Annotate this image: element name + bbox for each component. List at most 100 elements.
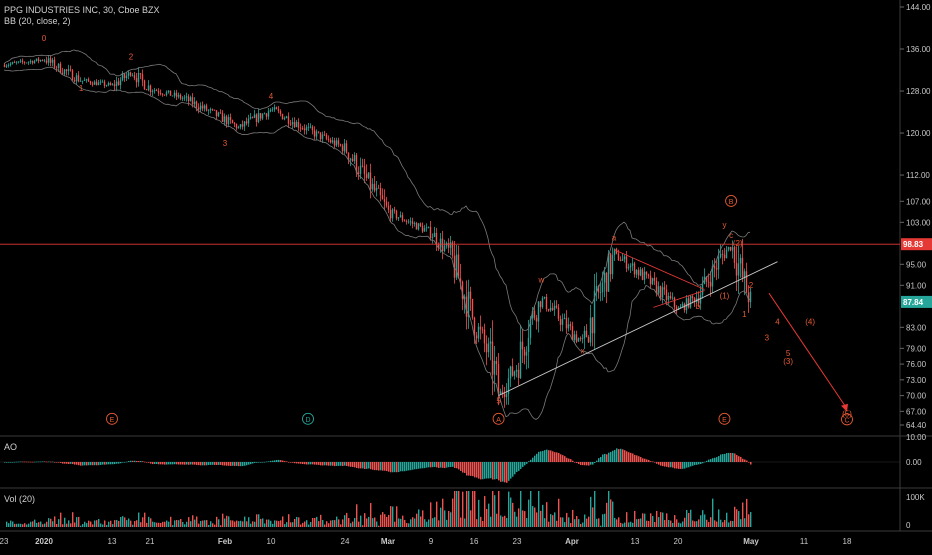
- circled-wave-label: C: [844, 417, 849, 424]
- ao-bar: [664, 462, 666, 467]
- volume-bar: [258, 514, 260, 527]
- ao-bar: [598, 458, 600, 462]
- ao-bar: [274, 460, 276, 462]
- volume-bar: [708, 521, 710, 527]
- candle-body: [581, 338, 584, 340]
- ao-bar: [466, 462, 468, 476]
- candle-body: [433, 232, 436, 238]
- candle-body: [725, 249, 728, 259]
- candle-body: [37, 58, 40, 62]
- candle-body: [619, 260, 622, 262]
- ao-bar: [504, 462, 506, 483]
- volume-bar: [196, 516, 198, 527]
- volume-bar: [410, 519, 412, 527]
- candle-body: [389, 209, 392, 219]
- candle-body: [379, 188, 382, 196]
- ao-bar: [580, 462, 582, 465]
- volume-bar: [706, 519, 708, 527]
- time-axis-label: 23: [513, 537, 522, 546]
- volume-bar: [76, 517, 78, 527]
- volume-bar: [632, 522, 634, 527]
- candle-body: [745, 271, 748, 293]
- ao-bar: [326, 462, 328, 466]
- candle-body: [155, 90, 158, 91]
- volume-bar: [558, 498, 560, 527]
- ao-bar: [74, 462, 76, 465]
- ao-bar: [728, 452, 730, 462]
- volume-bar: [28, 523, 30, 527]
- ao-bar: [118, 462, 120, 464]
- ao-bar: [506, 462, 508, 483]
- candle-body: [451, 242, 454, 256]
- volume-bar: [504, 515, 506, 527]
- wave-label: 3: [765, 333, 770, 342]
- candle-body: [233, 123, 236, 125]
- ao-bar: [470, 462, 472, 476]
- candle-body: [651, 277, 654, 285]
- volume-bar: [92, 524, 94, 527]
- ao-bar: [364, 462, 366, 469]
- volume-bar: [582, 522, 584, 527]
- volume-bar: [610, 499, 612, 527]
- candle-body: [449, 242, 452, 248]
- candle-body: [507, 378, 510, 395]
- ao-bar: [30, 461, 32, 463]
- volume-bar: [338, 519, 340, 527]
- volume-bar: [502, 516, 504, 527]
- volume-bar: [70, 523, 72, 527]
- volume-bar: [100, 523, 102, 527]
- volume-bar: [260, 518, 262, 527]
- volume-bar: [186, 521, 188, 527]
- volume-bar: [496, 513, 498, 527]
- ao-bar: [58, 462, 60, 463]
- candle-body: [491, 341, 494, 375]
- ao-bar: [168, 462, 170, 465]
- candle-body: [35, 58, 38, 61]
- volume-bar: [246, 521, 248, 527]
- candle-body: [529, 318, 532, 338]
- candle-body: [201, 105, 204, 109]
- ao-bar: [26, 461, 28, 463]
- candle-body: [741, 257, 744, 278]
- volume-bar: [354, 518, 356, 527]
- ao-bar: [10, 462, 12, 463]
- candle-body: [33, 60, 36, 64]
- ao-bar: [358, 462, 360, 469]
- candle-body: [329, 139, 332, 143]
- candle-body: [539, 301, 542, 308]
- volume-bar: [240, 520, 242, 527]
- candle-body: [495, 360, 498, 365]
- time-axis-label: 13: [108, 537, 117, 546]
- candle-body: [327, 138, 330, 140]
- volume-bar: [744, 518, 746, 527]
- projection-arrow-line: [768, 292, 848, 410]
- volume-bar: [160, 523, 162, 527]
- candle-body: [371, 183, 374, 190]
- candle-body: [211, 109, 214, 110]
- candle-body: [79, 80, 82, 82]
- ao-bar: [480, 462, 482, 480]
- volume-bar: [600, 525, 602, 527]
- volume-bar: [578, 519, 580, 527]
- ao-bar: [314, 462, 316, 465]
- volume-bar: [314, 518, 316, 527]
- volume-axis-tick-label: 100K: [906, 493, 925, 502]
- candle-body: [533, 311, 536, 318]
- volume-bar: [290, 522, 292, 527]
- ao-bar: [66, 462, 68, 464]
- candle-body: [519, 341, 522, 378]
- ao-bar: [738, 456, 740, 462]
- ao-bar: [448, 462, 450, 468]
- ao-bar: [264, 461, 266, 463]
- candle-body: [525, 351, 528, 356]
- ao-bar: [368, 462, 370, 469]
- volume-bar: [508, 491, 510, 527]
- candle-body: [679, 306, 682, 308]
- price-axis-tick-label: 128.00: [906, 87, 931, 96]
- candle-body: [369, 172, 372, 190]
- candle-body: [187, 96, 190, 102]
- ao-bar: [252, 462, 254, 464]
- ao-bar: [642, 458, 644, 462]
